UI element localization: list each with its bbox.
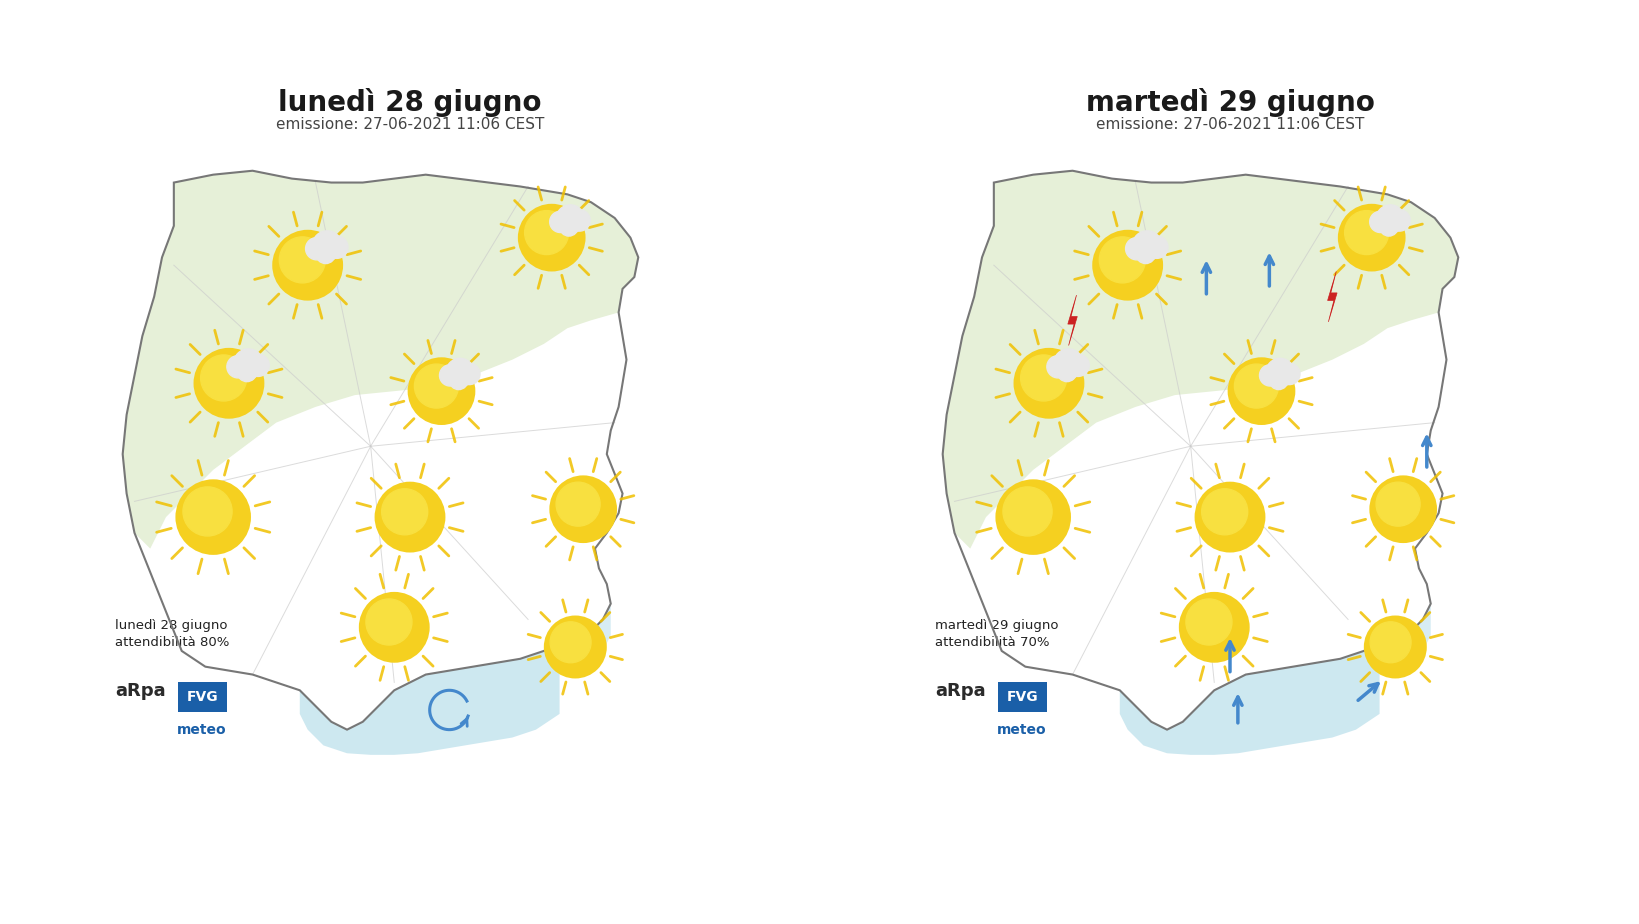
Circle shape	[446, 359, 474, 387]
Circle shape	[559, 218, 579, 237]
Text: aRpa: aRpa	[115, 683, 166, 700]
Circle shape	[175, 480, 251, 555]
Text: meteo: meteo	[177, 723, 226, 737]
Circle shape	[439, 365, 461, 386]
Circle shape	[365, 599, 411, 645]
Circle shape	[1098, 237, 1144, 283]
Circle shape	[1092, 230, 1162, 300]
Circle shape	[549, 622, 590, 663]
Polygon shape	[300, 643, 559, 755]
Circle shape	[569, 210, 590, 231]
Circle shape	[459, 363, 480, 384]
Circle shape	[1375, 482, 1419, 526]
Circle shape	[233, 349, 264, 379]
Circle shape	[1193, 481, 1265, 553]
Circle shape	[1369, 475, 1436, 543]
Circle shape	[1344, 211, 1388, 255]
Circle shape	[311, 231, 343, 261]
Circle shape	[415, 364, 459, 408]
Circle shape	[226, 356, 249, 378]
Circle shape	[326, 236, 347, 259]
Circle shape	[1265, 359, 1293, 387]
Circle shape	[1388, 210, 1410, 231]
Circle shape	[1369, 212, 1390, 233]
Text: aRpa: aRpa	[934, 683, 985, 700]
Text: emissione: 27-06-2021 11:06 CEST: emissione: 27-06-2021 11:06 CEST	[1095, 117, 1364, 132]
Circle shape	[279, 237, 325, 283]
Circle shape	[1057, 362, 1075, 382]
Circle shape	[184, 487, 233, 536]
Circle shape	[316, 244, 334, 263]
Circle shape	[374, 481, 446, 553]
Circle shape	[544, 615, 606, 678]
Circle shape	[1269, 371, 1287, 390]
Circle shape	[1337, 204, 1405, 272]
Circle shape	[1052, 349, 1083, 379]
Circle shape	[1178, 592, 1249, 663]
Text: lunedì 28 giugno
attendibilità 80%: lunedì 28 giugno attendibilità 80%	[115, 619, 229, 650]
Circle shape	[556, 482, 600, 526]
Circle shape	[1146, 236, 1167, 259]
Polygon shape	[942, 171, 1457, 549]
Circle shape	[1067, 354, 1088, 376]
Circle shape	[449, 371, 467, 390]
Circle shape	[1201, 489, 1247, 535]
Text: FVG: FVG	[187, 690, 218, 704]
Circle shape	[408, 358, 475, 425]
Polygon shape	[123, 171, 638, 549]
Circle shape	[524, 211, 569, 255]
Circle shape	[1131, 231, 1162, 261]
Circle shape	[1364, 615, 1426, 678]
Polygon shape	[1067, 295, 1077, 346]
Circle shape	[193, 347, 264, 419]
Circle shape	[200, 355, 246, 401]
Circle shape	[247, 354, 269, 376]
Polygon shape	[1328, 272, 1336, 322]
Text: martedì 29 giugno
attendibilità 70%: martedì 29 giugno attendibilità 70%	[934, 619, 1057, 650]
Circle shape	[995, 480, 1070, 555]
Circle shape	[1185, 599, 1231, 645]
Text: FVG: FVG	[1006, 690, 1037, 704]
Circle shape	[305, 237, 328, 260]
Circle shape	[359, 592, 429, 663]
Polygon shape	[559, 603, 610, 667]
FancyBboxPatch shape	[177, 683, 226, 712]
Circle shape	[1019, 355, 1065, 401]
FancyBboxPatch shape	[997, 683, 1046, 712]
Circle shape	[1003, 487, 1052, 536]
Circle shape	[1369, 622, 1410, 663]
Polygon shape	[1119, 643, 1378, 755]
Circle shape	[1136, 244, 1154, 263]
Text: lunedì 28 giugno: lunedì 28 giugno	[279, 88, 541, 117]
Text: martedì 29 giugno: martedì 29 giugno	[1085, 88, 1373, 117]
Circle shape	[382, 489, 428, 535]
Text: meteo: meteo	[997, 723, 1046, 737]
Circle shape	[1234, 364, 1278, 408]
Circle shape	[556, 205, 583, 233]
Circle shape	[238, 362, 256, 382]
Circle shape	[1375, 205, 1403, 233]
Text: emissione: 27-06-2021 11:06 CEST: emissione: 27-06-2021 11:06 CEST	[275, 117, 544, 132]
Circle shape	[1259, 365, 1280, 386]
Circle shape	[1378, 218, 1398, 237]
Polygon shape	[1378, 603, 1429, 667]
Circle shape	[549, 475, 616, 543]
Circle shape	[1124, 237, 1147, 260]
Circle shape	[518, 204, 585, 272]
Circle shape	[1013, 347, 1083, 419]
Circle shape	[1278, 363, 1300, 384]
Circle shape	[272, 230, 343, 300]
Circle shape	[1046, 356, 1069, 378]
Circle shape	[1228, 358, 1295, 425]
Circle shape	[549, 212, 570, 233]
